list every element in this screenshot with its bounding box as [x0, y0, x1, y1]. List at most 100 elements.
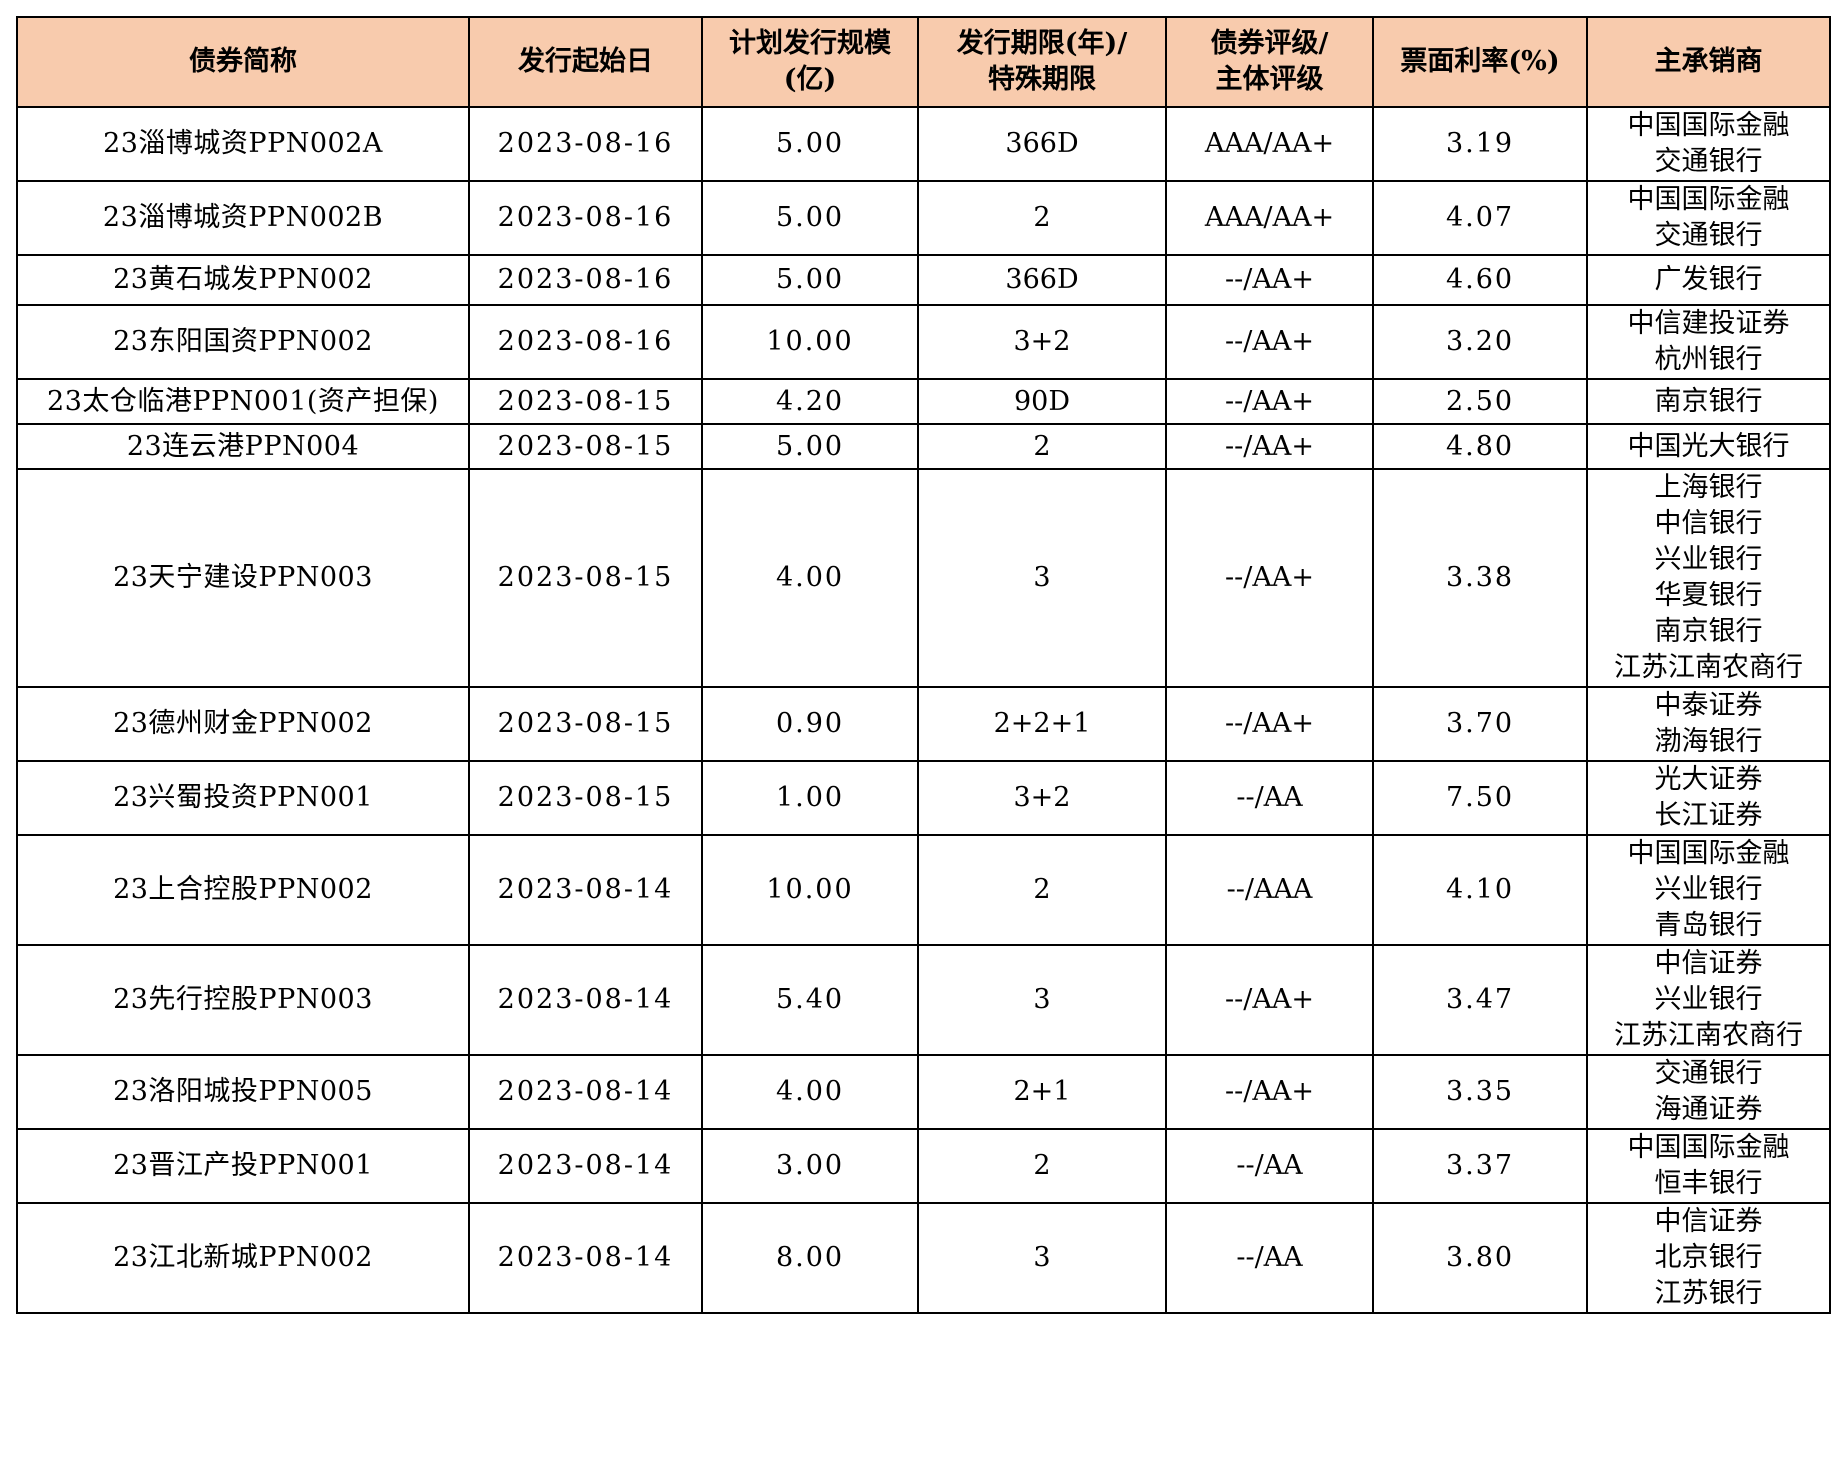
table-row: 23东阳国资PPN002 2023-08-16 10.00 3+2 --/AA+ 3.20… [16, 304, 1831, 380]
header-underwriters: 主承销商 [1586, 16, 1831, 108]
bond-name-cell: 23太仓临港PPN001(资产担保) [16, 378, 470, 425]
coupon-rate-cell: 3.70 [1372, 686, 1588, 762]
issue-size-cell: 10.00 [701, 834, 919, 946]
issue-date-cell: 2023-08-15 [468, 760, 703, 836]
bond-name-cell: 23德州财金PPN002 [16, 686, 470, 762]
bond-name-cell: 23淄博城资PPN002B [16, 180, 470, 256]
rating-cell: --/AA+ [1165, 944, 1374, 1056]
underwriter-name: 中国光大银行 [1627, 430, 1790, 462]
coupon-rate-cell: 3.38 [1372, 468, 1588, 688]
underwriter-name: 杭州银行 [1654, 344, 1763, 375]
header-line: 发行起始日 [518, 46, 653, 77]
coupon-rate-cell: 4.80 [1372, 423, 1588, 470]
underwriter-name: 江苏江南农商行 [1614, 652, 1803, 683]
issue-date-cell: 2023-08-16 [468, 304, 703, 380]
term-cell: 2+2+1 [917, 686, 1167, 762]
underwriter-name: 交通银行 [1654, 146, 1763, 177]
header-bond-name: 债券简称 [16, 16, 470, 108]
table-header-row: 债券简称 发行起始日 计划发行规模 (亿) 发行期限(年)/ 特殊期限 债券评级/主体评级票… [16, 16, 1831, 108]
underwriter-name: 兴业银行 [1654, 984, 1763, 1015]
rating-cell: --/AA [1165, 760, 1374, 836]
rating-cell: --/AA+ [1165, 423, 1374, 470]
coupon-rate-cell: 3.47 [1372, 944, 1588, 1056]
coupon-rate-cell: 7.50 [1372, 760, 1588, 836]
issue-size-cell: 1.00 [701, 760, 919, 836]
underwriters-cell: 中信建投证券 杭州银行 [1586, 304, 1831, 380]
underwriter-name: 江苏银行 [1654, 1278, 1763, 1309]
underwriter-name: 南京银行 [1654, 385, 1763, 417]
underwriter-name: 交通银行 [1654, 1058, 1763, 1089]
underwriters-cell: 中国国际金融 恒丰银行 [1586, 1128, 1831, 1204]
bond-name-cell: 23晋江产投PPN001 [16, 1128, 470, 1204]
rating-cell: --/AA+ [1165, 378, 1374, 425]
issue-date-cell: 2023-08-15 [468, 686, 703, 762]
term-cell: 3 [917, 944, 1167, 1056]
rating-cell: --/AAA [1165, 834, 1374, 946]
issue-size-cell: 5.00 [701, 423, 919, 470]
underwriters-cell: 交通银行 海通证券 [1586, 1054, 1831, 1130]
header-line: 债券评级/ [1210, 28, 1329, 59]
coupon-rate-cell: 3.20 [1372, 304, 1588, 380]
underwriter-name: 中国国际金融 [1627, 110, 1790, 141]
underwriter-name: 中泰证券 [1654, 690, 1763, 721]
issue-size-cell: 4.00 [701, 468, 919, 688]
issue-date-cell: 2023-08-14 [468, 1054, 703, 1130]
term-cell: 3 [917, 468, 1167, 688]
underwriter-name: 北京银行 [1654, 1242, 1763, 1273]
bond-issuance-table: 债券简称 发行起始日 计划发行规模 (亿) 发行期限(年)/ 特殊期限 债券评级/主体评级票… [16, 16, 1831, 1314]
underwriter-name: 江苏江南农商行 [1614, 1020, 1803, 1051]
underwriters-cell: 中信证券 兴业银行 江苏江南农商行 [1586, 944, 1831, 1056]
term-cell: 3+2 [917, 304, 1167, 380]
underwriters-cell: 中国国际金融 交通银行 [1586, 106, 1831, 182]
rating-cell: --/AA+ [1165, 254, 1374, 306]
coupon-rate-cell: 2.50 [1372, 378, 1588, 425]
issue-size-cell: 0.90 [701, 686, 919, 762]
table-row: 23晋江产投PPN001 2023-08-14 3.00 2 --/AA 3.37 中国国际… [16, 1128, 1831, 1204]
underwriter-name: 兴业银行 [1654, 544, 1763, 575]
term-cell: 3 [917, 1202, 1167, 1314]
issue-date-cell: 2023-08-16 [468, 254, 703, 306]
underwriter-name: 中国国际金融 [1627, 184, 1790, 215]
bond-name-cell: 23江北新城PPN002 [16, 1202, 470, 1314]
underwriter-name: 南京银行 [1654, 616, 1763, 647]
underwriter-name: 中信银行 [1654, 508, 1763, 539]
table-row: 23黄石城发PPN002 2023-08-16 5.00 366D --/AA+ 4.60… [16, 254, 1831, 306]
issue-date-cell: 2023-08-16 [468, 106, 703, 182]
term-cell: 366D [917, 106, 1167, 182]
rating-cell: AAA/AA+ [1165, 180, 1374, 256]
header-rating: 债券评级/主体评级 [1165, 16, 1374, 108]
underwriter-name: 海通证券 [1654, 1094, 1763, 1125]
bond-name-cell: 23兴蜀投资PPN001 [16, 760, 470, 836]
table-row: 23江北新城PPN002 2023-08-14 8.00 3 --/AA 3.80 中信证券… [16, 1202, 1831, 1314]
underwriter-name: 中信证券 [1654, 1206, 1763, 1237]
table-row: 23上合控股PPN002 2023-08-14 10.00 2 --/AAA 4.10 中国… [16, 834, 1831, 946]
header-line: 票面利率(%) [1400, 46, 1560, 77]
bond-name-cell: 23黄石城发PPN002 [16, 254, 470, 306]
term-cell: 2 [917, 180, 1167, 256]
table-row: 23淄博城资PPN002B 2023-08-16 5.00 2 AAA/AA+ 4.07 中… [16, 180, 1831, 256]
table-row: 23连云港PPN004 2023-08-15 5.00 2 --/AA+ 4.80 中国光大… [16, 423, 1831, 470]
rating-cell: --/AA [1165, 1128, 1374, 1204]
coupon-rate-cell: 4.60 [1372, 254, 1588, 306]
header-line: 特殊期限 [988, 64, 1096, 95]
header-term: 发行期限(年)/ 特殊期限 [917, 16, 1167, 108]
issue-date-cell: 2023-08-14 [468, 944, 703, 1056]
bond-name-cell: 23洛阳城投PPN005 [16, 1054, 470, 1130]
header-issue-size: 计划发行规模 (亿) [701, 16, 919, 108]
term-cell: 366D [917, 254, 1167, 306]
bond-name-cell: 23天宁建设PPN003 [16, 468, 470, 688]
underwriter-name: 恒丰银行 [1654, 1168, 1763, 1199]
issue-size-cell: 5.00 [701, 180, 919, 256]
table-row: 23太仓临港PPN001(资产担保) 2023-08-15 4.20 90D --/AA… [16, 378, 1831, 425]
underwriters-cell: 中国国际金融 交通银行 [1586, 180, 1831, 256]
header-line: 发行期限(年)/ [956, 28, 1128, 59]
coupon-rate-cell: 3.35 [1372, 1054, 1588, 1130]
rating-cell: --/AA+ [1165, 468, 1374, 688]
table-row: 23洛阳城投PPN005 2023-08-14 4.00 2+1 --/AA+ 3.35 交… [16, 1054, 1831, 1130]
rating-cell: --/AA+ [1165, 686, 1374, 762]
underwriter-name: 上海银行 [1654, 472, 1763, 503]
issue-size-cell: 4.20 [701, 378, 919, 425]
underwriters-cell: 南京银行 [1586, 378, 1831, 425]
underwriters-cell: 中国光大银行 [1586, 423, 1831, 470]
underwriter-name: 中国国际金融 [1627, 838, 1790, 869]
